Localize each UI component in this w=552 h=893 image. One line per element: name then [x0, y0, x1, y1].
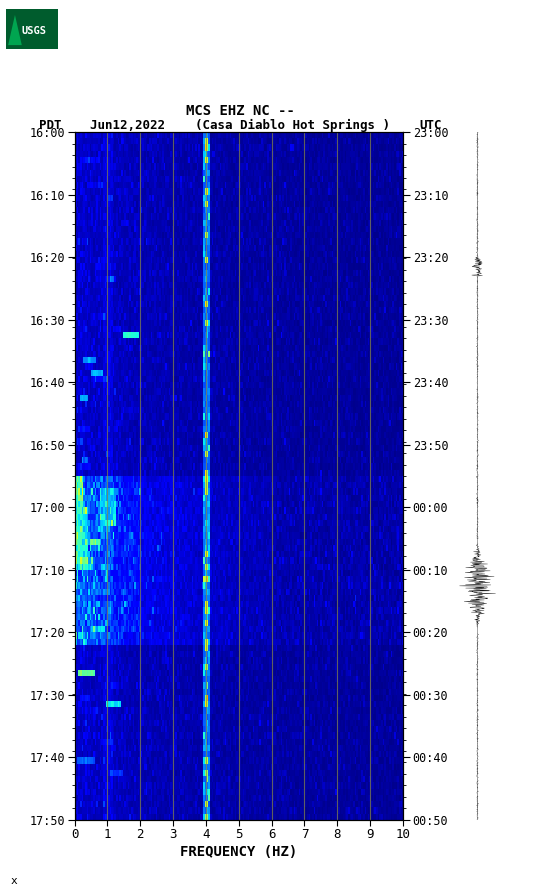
Text: Jun12,2022    (Casa Diablo Hot Springs ): Jun12,2022 (Casa Diablo Hot Springs ) [90, 119, 390, 132]
Text: PDT: PDT [39, 119, 61, 132]
X-axis label: FREQUENCY (HZ): FREQUENCY (HZ) [180, 846, 298, 859]
Text: MCS EHZ NC --: MCS EHZ NC -- [185, 104, 295, 118]
Text: x: x [11, 876, 18, 886]
Polygon shape [8, 15, 22, 45]
Text: USGS: USGS [22, 26, 47, 36]
Text: UTC: UTC [420, 119, 442, 132]
